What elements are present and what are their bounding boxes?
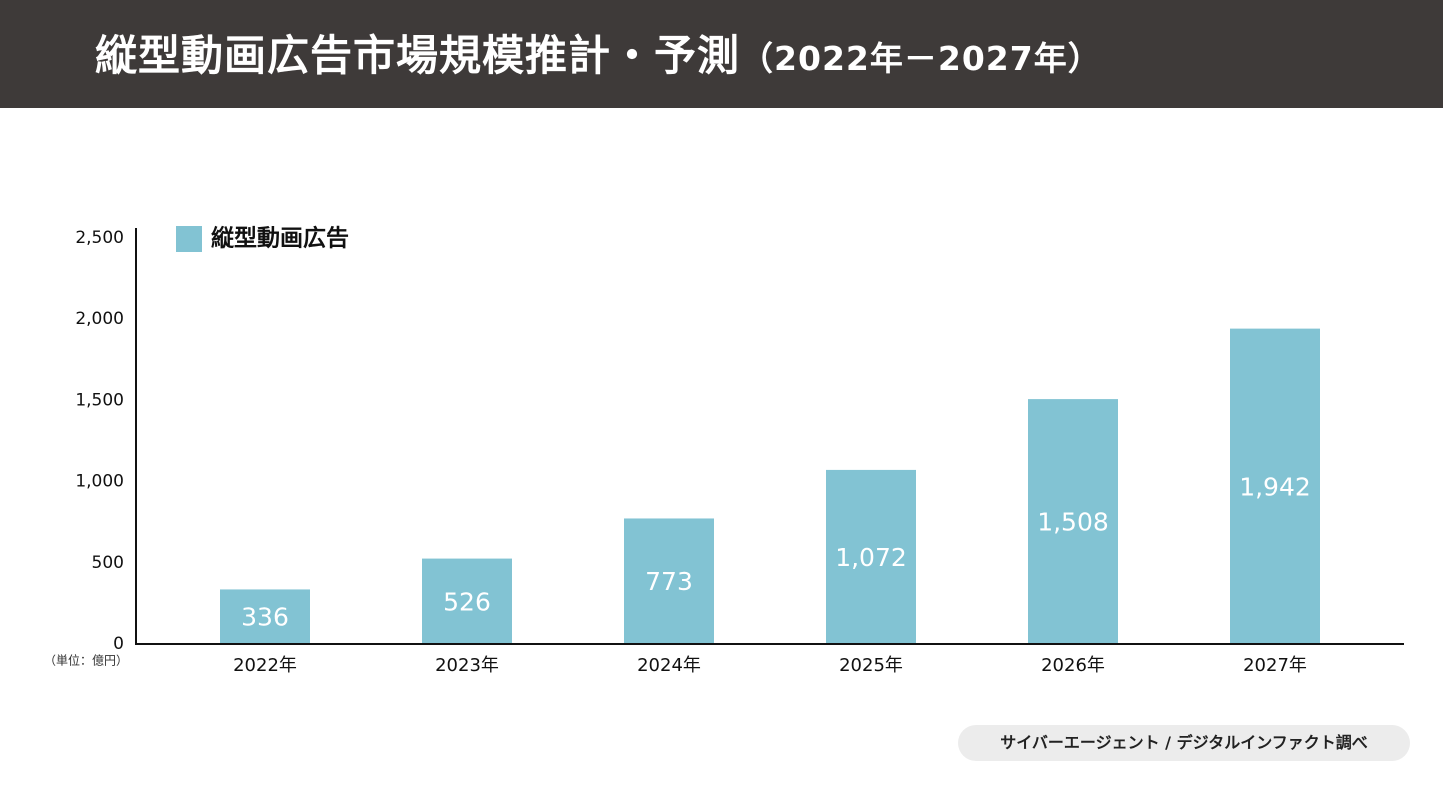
bar-value-label: 1,508	[1037, 508, 1109, 537]
bar-2	[422, 558, 512, 644]
y-tick-label: 2,500	[75, 228, 124, 248]
page-title: 縦型動画広告市場規模推計・予測（2022年－2027年）	[95, 30, 1102, 85]
bar-value-label: 336	[241, 603, 289, 632]
y-tick-label: 1,000	[75, 472, 124, 492]
legend-swatch	[176, 226, 202, 252]
unit-note: （単位：億円）	[44, 653, 128, 668]
title-main: 縦型動画広告市場規模推計・予測	[95, 31, 741, 80]
x-tick-label: 2025年	[839, 655, 903, 676]
x-tick-label: 2026年	[1041, 655, 1105, 676]
bar-value-label: 1,072	[835, 543, 907, 572]
x-tick-label: 2027年	[1243, 655, 1307, 676]
x-tick-label: 2023年	[435, 655, 499, 676]
y-tick-label: 1,500	[75, 390, 124, 410]
header-bar: 縦型動画広告市場規模推計・予測（2022年－2027年）	[0, 0, 1443, 108]
x-tick-label: 2022年	[233, 655, 297, 676]
y-tick-label: 2,000	[75, 309, 124, 329]
source-note: サイバーエージェント / デジタルインファクト調べ	[958, 725, 1410, 761]
bar-1	[220, 589, 310, 644]
bar-value-label: 526	[443, 587, 491, 616]
bar-6	[1230, 328, 1320, 644]
bar-value-label: 1,942	[1239, 472, 1311, 501]
y-tick-label: 500	[92, 553, 124, 573]
bar-5	[1028, 399, 1118, 644]
bar-4	[826, 469, 916, 644]
bar-3	[624, 518, 714, 644]
y-tick-label: 0	[113, 634, 124, 654]
bar-value-label: 773	[645, 567, 693, 596]
title-period: （2022年－2027年）	[740, 39, 1102, 78]
x-tick-label: 2024年	[637, 655, 701, 676]
legend-label: 縦型動画広告	[211, 225, 349, 252]
